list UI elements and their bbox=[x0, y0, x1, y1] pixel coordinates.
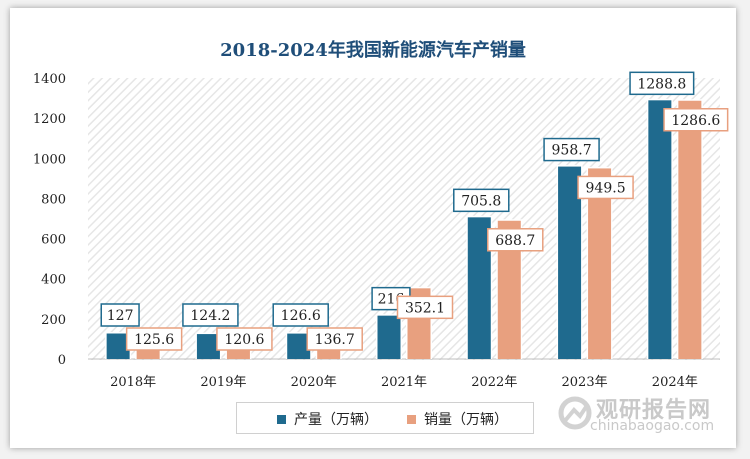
bar-production bbox=[287, 333, 311, 359]
y-tick-label: 1000 bbox=[33, 152, 66, 167]
chart-title: 2018-2024年我国新能源汽车产销量 bbox=[220, 40, 526, 61]
x-tick-label: 2018年 bbox=[110, 375, 156, 390]
data-label-sales: 949.5 bbox=[586, 180, 626, 196]
bar-production bbox=[467, 217, 491, 359]
bar-production bbox=[558, 166, 582, 359]
data-label-box-sales bbox=[216, 327, 273, 351]
legend-item-production: 产量（万辆） bbox=[277, 409, 378, 429]
data-label-sales: 1286.6 bbox=[671, 113, 720, 129]
bar-sales bbox=[497, 220, 521, 359]
bar-production bbox=[377, 315, 401, 359]
data-label-production: 705.8 bbox=[461, 193, 501, 209]
data-label-box-production bbox=[272, 303, 329, 327]
x-tick-label: 2024年 bbox=[652, 375, 698, 390]
y-tick-label: 600 bbox=[41, 233, 66, 248]
y-tick-label: 1200 bbox=[33, 112, 66, 127]
y-tick-label: 1400 bbox=[33, 72, 66, 87]
x-tick-label: 2021年 bbox=[381, 375, 427, 390]
data-label-box-production bbox=[543, 137, 600, 162]
data-label-box-sales bbox=[306, 327, 363, 351]
data-label-sales: 120.6 bbox=[224, 332, 264, 348]
legend-swatch-sales bbox=[407, 414, 416, 424]
bar-production bbox=[106, 333, 130, 359]
watermark-logo-icon bbox=[558, 396, 592, 430]
data-label-box-production bbox=[629, 71, 695, 96]
x-tick-label: 2022年 bbox=[471, 375, 517, 390]
y-tick-label: 0 bbox=[58, 353, 66, 368]
bar-sales bbox=[588, 168, 612, 359]
data-label-production: 126.6 bbox=[281, 308, 321, 324]
legend: 产量（万辆） 销量（万辆） bbox=[236, 402, 534, 434]
bar-sales bbox=[678, 100, 702, 360]
bar-production bbox=[648, 100, 672, 359]
x-tick-label: 2020年 bbox=[291, 375, 337, 390]
watermark: 观研报告网 chinabaogao.com bbox=[550, 390, 750, 446]
data-label-production: 1288.8 bbox=[637, 76, 686, 92]
data-label-production: 124.2 bbox=[190, 308, 230, 324]
data-label-box-sales bbox=[396, 295, 454, 320]
watermark-text: 观研报告网 bbox=[596, 398, 712, 423]
data-label-sales: 688.7 bbox=[495, 233, 535, 249]
legend-label-production: 产量（万辆） bbox=[294, 412, 378, 428]
data-label-box-production bbox=[182, 303, 239, 327]
x-tick-label: 2023年 bbox=[562, 375, 608, 390]
chart-frame: 2018-2024年我国新能源汽车产销量 0 200 400 600 800 1000 12… bbox=[10, 8, 736, 448]
y-tick-label: 200 bbox=[41, 313, 66, 328]
data-label-sales: 125.6 bbox=[134, 332, 174, 348]
x-tick-label: 2019年 bbox=[200, 375, 246, 390]
bar-production bbox=[196, 334, 220, 359]
data-label-production: 127 bbox=[107, 308, 134, 324]
y-tick-label: 800 bbox=[41, 192, 66, 207]
data-label-box-production bbox=[100, 303, 140, 327]
legend-item-sales: 销量（万辆） bbox=[407, 409, 508, 429]
bar-chart: 0 200 400 600 800 1000 1200 1400 2018年 2019年 2020… bbox=[33, 71, 729, 390]
y-tick-label: 400 bbox=[41, 273, 66, 288]
data-label-production: 958.7 bbox=[552, 143, 592, 159]
data-label-sales: 136.7 bbox=[315, 332, 355, 348]
data-labels: 127125.6124.2120.6126.6136.7216352.1705.… bbox=[100, 71, 729, 351]
data-label-box-sales bbox=[663, 108, 729, 132]
legend-label-sales: 销量（万辆） bbox=[424, 412, 508, 428]
data-label-box-sales bbox=[487, 228, 544, 252]
y-axis: 0 200 400 600 800 1000 1200 1400 bbox=[33, 72, 66, 368]
data-label-box-production bbox=[453, 188, 510, 213]
legend-swatch-production bbox=[277, 414, 286, 424]
data-label-box-sales bbox=[577, 175, 634, 200]
data-label-sales: 352.1 bbox=[405, 300, 445, 316]
x-axis: 2018年 2019年 2020年 2021年 2022年 2023年 2024年 bbox=[110, 375, 698, 390]
data-label-box-sales bbox=[125, 327, 183, 351]
watermark-url: chinabaogao.com bbox=[590, 418, 715, 434]
